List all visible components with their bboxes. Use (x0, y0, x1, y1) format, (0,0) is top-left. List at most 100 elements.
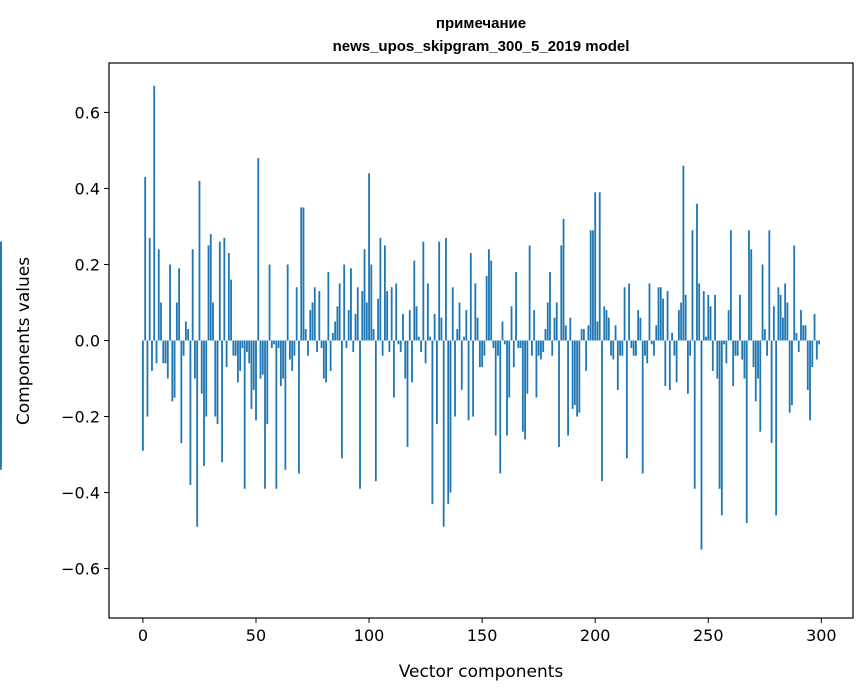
bar-274 (761, 264, 764, 341)
bar-223 (646, 340, 649, 364)
bar-184 (558, 340, 560, 447)
bar-217 (632, 340, 635, 356)
bar-30 (209, 234, 212, 341)
y-tick-label: −0.6 (61, 560, 100, 579)
bar-222 (644, 340, 646, 356)
bar-210 (616, 340, 619, 390)
bar-293 (804, 325, 807, 341)
bar-211 (619, 340, 621, 356)
bar-285 (786, 302, 789, 341)
bar-43 (239, 340, 242, 371)
bar-297 (813, 313, 816, 341)
bar-206 (607, 317, 610, 341)
bar-48 (250, 340, 253, 409)
bar-34 (218, 241, 221, 341)
bar-226 (653, 340, 655, 356)
bar-92 (350, 268, 352, 341)
bar-7 (157, 249, 160, 341)
bar-273 (759, 340, 762, 432)
y-tick-label: 0.6 (75, 103, 100, 122)
bar-136 (449, 340, 452, 493)
bar-101 (370, 264, 373, 341)
bar-115 (402, 313, 404, 341)
bar-129 (433, 313, 436, 341)
bar-13 (171, 340, 174, 402)
bar-46 (246, 340, 248, 352)
bar-290 (797, 340, 800, 352)
bar-179 (546, 302, 549, 341)
bar-214 (625, 340, 628, 459)
bar-84 (331, 332, 334, 341)
bar-253 (714, 294, 716, 341)
bar-undefined (0, 317, 2, 341)
bar-undefined (0, 340, 2, 379)
bar-79 (320, 340, 323, 349)
bar-145 (469, 253, 472, 341)
bar-4 (151, 340, 153, 371)
bar-52 (259, 340, 262, 379)
bar-105 (379, 237, 382, 341)
y-tick-label: 0.2 (75, 255, 100, 274)
bar-38 (227, 253, 230, 341)
bar-252 (711, 340, 714, 371)
bar-131 (438, 241, 441, 341)
bar-187 (564, 325, 567, 341)
bar-169 (524, 340, 526, 440)
bar-97 (361, 291, 364, 341)
bar-251 (709, 306, 712, 341)
bar-69 (298, 340, 300, 474)
bar-133 (442, 340, 445, 527)
bar-294 (806, 340, 809, 390)
bar-106 (381, 340, 384, 356)
bar-247 (700, 340, 703, 550)
x-tick-label: 150 (467, 626, 498, 645)
bar-21 (189, 340, 192, 485)
bar-271 (754, 340, 757, 402)
bar-96 (359, 340, 361, 489)
bar-230 (662, 298, 664, 341)
bar-71 (302, 207, 305, 341)
bar-213 (623, 287, 626, 341)
bar-152 (485, 275, 488, 341)
bar-156 (494, 340, 497, 436)
bar-164 (512, 340, 515, 368)
bar-117 (406, 340, 409, 447)
bar-292 (802, 325, 805, 341)
y-axis-label: Components values (14, 257, 34, 425)
bar-162 (508, 340, 511, 398)
bar-87 (338, 283, 341, 341)
bar-59 (275, 340, 278, 489)
bar-42 (237, 340, 239, 383)
bar-135 (447, 340, 450, 504)
bar-283 (781, 317, 784, 341)
bar-70 (300, 207, 303, 341)
bar-6 (155, 340, 158, 364)
bar-225 (650, 340, 653, 345)
bar-198 (589, 230, 592, 341)
bar-192 (576, 340, 579, 417)
bar-41 (234, 340, 237, 356)
bar-203 (601, 340, 603, 482)
bar-193 (578, 340, 581, 413)
bar-280 (775, 340, 778, 516)
bar-57 (270, 340, 273, 349)
bar-268 (748, 230, 750, 341)
bar-200 (594, 192, 597, 341)
bar-103 (374, 340, 377, 482)
bar-291 (800, 310, 802, 341)
bar-76 (313, 287, 316, 341)
bar-58 (273, 340, 275, 345)
bar-61 (279, 340, 282, 387)
bar-216 (630, 340, 633, 349)
bar-85 (334, 321, 337, 341)
bar-199 (592, 230, 594, 341)
bar-276 (766, 340, 768, 356)
bar-208 (612, 340, 615, 360)
bar-224 (648, 283, 651, 341)
bar-194 (580, 329, 583, 341)
bar-256 (720, 340, 723, 516)
bar-32 (214, 340, 217, 417)
bar-147 (474, 283, 477, 341)
bar-120 (413, 260, 416, 341)
bars-group (0, 85, 820, 550)
